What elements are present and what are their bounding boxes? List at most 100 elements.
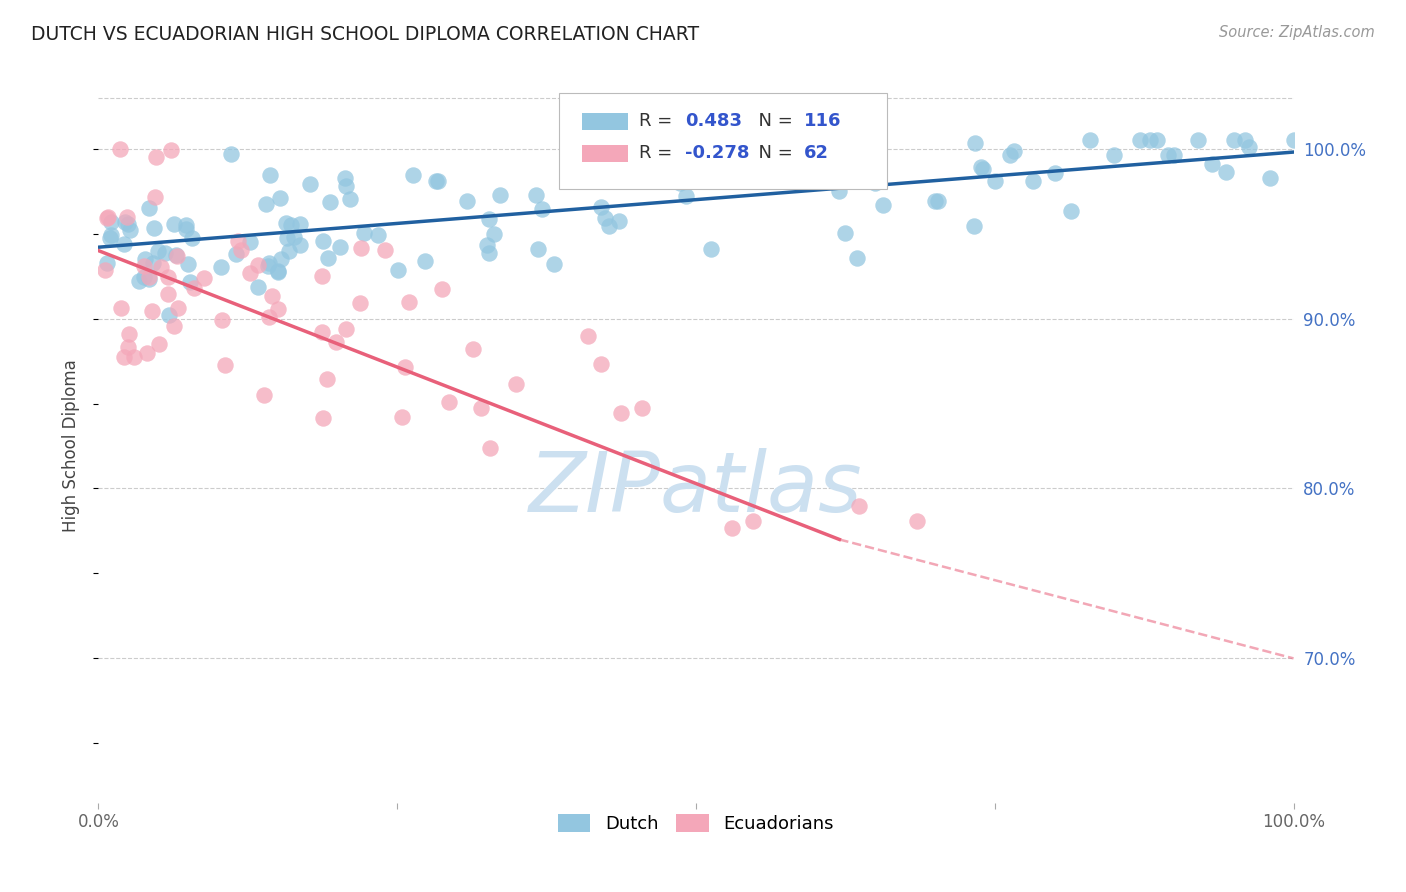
Point [211, 312, 233, 326]
Text: 62: 62 [804, 145, 828, 162]
Text: N =: N = [748, 112, 799, 130]
Point [225, 246, 247, 260]
Point [482, 227, 505, 241]
Point [1237, 140, 1260, 154]
Point [179, 275, 201, 289]
Point [598, 219, 620, 233]
Point [543, 257, 565, 271]
Point [630, 401, 652, 415]
Point [259, 256, 281, 270]
Point [118, 326, 141, 341]
Point [132, 270, 155, 285]
Point [114, 215, 136, 229]
Point [927, 194, 949, 209]
FancyBboxPatch shape [558, 93, 887, 189]
Point [149, 260, 172, 274]
Point [333, 170, 356, 185]
Point [785, 133, 807, 147]
Point [329, 240, 352, 254]
Point [239, 266, 262, 280]
Text: -0.278: -0.278 [685, 145, 749, 162]
Point [148, 244, 170, 258]
Point [134, 252, 156, 267]
Point [253, 388, 276, 402]
Point [165, 248, 187, 262]
Point [591, 200, 613, 214]
Point [254, 196, 277, 211]
Point [675, 189, 697, 203]
Point [138, 272, 160, 286]
Point [1157, 148, 1180, 162]
Point [398, 295, 420, 310]
Point [167, 301, 190, 316]
Point [425, 174, 447, 188]
Point [350, 241, 373, 255]
Point [744, 171, 766, 186]
Point [97, 210, 120, 224]
Point [96, 211, 118, 226]
Point [311, 325, 333, 339]
Point [162, 319, 184, 334]
Point [257, 259, 280, 273]
Point [112, 237, 135, 252]
Point [394, 360, 416, 375]
Point [96, 256, 118, 270]
Point [470, 401, 492, 415]
Point [475, 238, 498, 252]
Point [135, 345, 157, 359]
Point [984, 174, 1007, 188]
Point [367, 227, 389, 242]
Point [108, 142, 131, 156]
Text: ZIPatlas: ZIPatlas [529, 449, 863, 529]
Text: 0.483: 0.483 [685, 112, 742, 130]
Point [174, 221, 197, 235]
Point [437, 394, 460, 409]
Point [1104, 147, 1126, 161]
Point [374, 243, 396, 257]
Point [142, 221, 165, 235]
Point [267, 264, 290, 278]
Point [672, 169, 695, 183]
Point [1139, 133, 1161, 147]
Point [214, 358, 236, 372]
FancyBboxPatch shape [582, 145, 628, 162]
Point [963, 136, 986, 150]
Point [531, 202, 554, 216]
Point [1002, 144, 1025, 158]
Point [226, 234, 249, 248]
Point [117, 217, 139, 231]
Point [1201, 157, 1223, 171]
Point [269, 191, 291, 205]
Point [138, 270, 160, 285]
Point [156, 286, 179, 301]
Point [316, 251, 339, 265]
Point [335, 322, 357, 336]
Point [122, 350, 145, 364]
Point [112, 350, 135, 364]
Point [387, 262, 409, 277]
Point [259, 168, 281, 182]
Point [413, 253, 436, 268]
Point [163, 217, 186, 231]
Point [391, 409, 413, 424]
Point [267, 302, 290, 317]
Point [640, 166, 662, 180]
Point [312, 235, 335, 249]
Point [845, 252, 868, 266]
Point [576, 329, 599, 343]
Point [972, 161, 994, 176]
Point [905, 514, 928, 528]
Point [276, 231, 298, 245]
Point [1223, 133, 1246, 147]
Point [463, 342, 485, 356]
Point [120, 223, 142, 237]
Point [141, 304, 163, 318]
Point [319, 195, 342, 210]
Point [478, 211, 501, 226]
Point [155, 245, 177, 260]
Y-axis label: High School Diploma: High School Diploma [62, 359, 80, 533]
Text: R =: R = [638, 112, 678, 130]
Point [591, 357, 613, 371]
Point [1258, 170, 1281, 185]
Point [562, 157, 585, 171]
